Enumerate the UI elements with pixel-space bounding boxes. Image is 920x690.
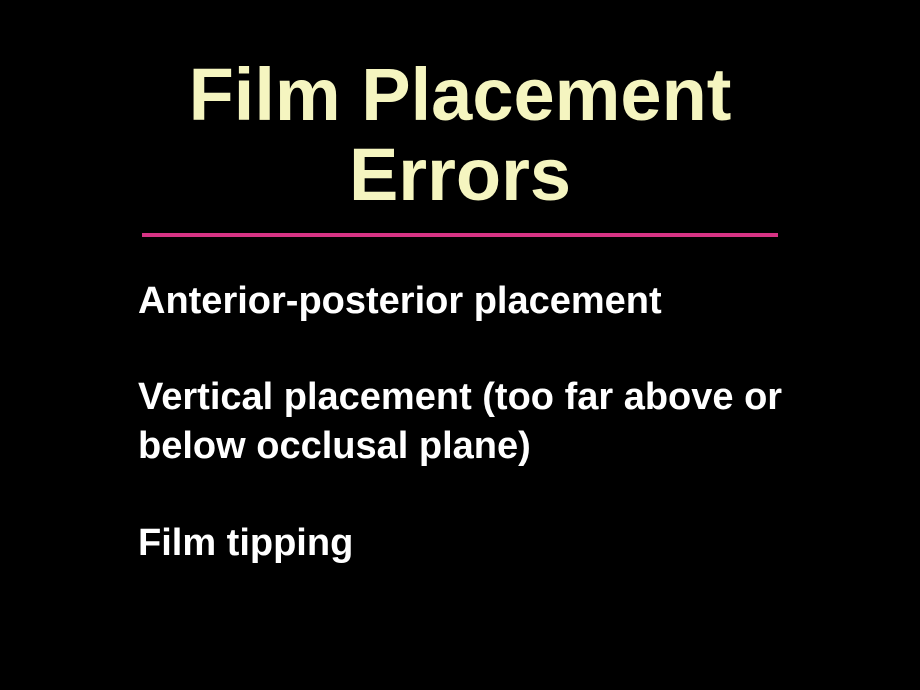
title-line-1: Film Placement bbox=[189, 53, 732, 136]
slide-body: Anterior-posterior placement Vertical pl… bbox=[90, 277, 830, 568]
slide-title: Film Placement Errors bbox=[90, 55, 830, 215]
title-line-2: Errors bbox=[349, 133, 571, 216]
slide-container: Film Placement Errors Anterior-posterior… bbox=[0, 0, 920, 690]
list-item: Vertical placement (too far above or bel… bbox=[138, 373, 810, 470]
list-item: Film tipping bbox=[138, 519, 810, 568]
list-item: Anterior-posterior placement bbox=[138, 277, 810, 326]
title-divider bbox=[142, 233, 778, 237]
